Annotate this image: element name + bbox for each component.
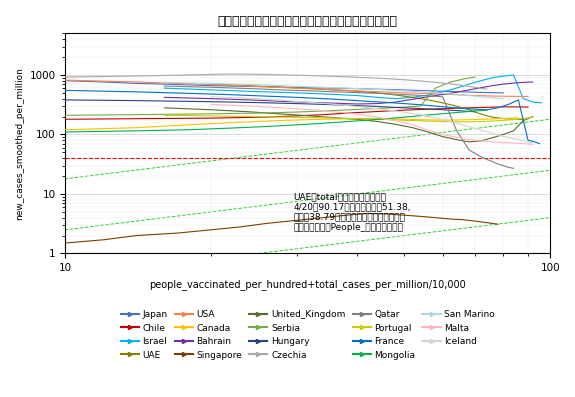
Text: UAEはtotalに変更されましたが
4/20に90.17の内訳が１回目51.38,
２回目38.79と報告され直されています。
今回はこの比でPeople_と: UAEはtotalに変更されましたが 4/20に90.17の内訳が１回目51.3… [293, 192, 411, 232]
X-axis label: people_vaccinated_per_hundred+total_cases_per_million/10,000: people_vaccinated_per_hundred+total_case… [150, 279, 466, 290]
Title: ワクチン部分接種率＋累積感染者数と人口比感染者数: ワクチン部分接種率＋累積感染者数と人口比感染者数 [218, 15, 398, 28]
Legend: Japan, Chile, Israel, UAE, USA, Canada, Bahrain, Singapore, United_Kingdom, Serb: Japan, Chile, Israel, UAE, USA, Canada, … [117, 306, 499, 363]
Y-axis label: new_cases_smoothed_per_million: new_cases_smoothed_per_million [15, 67, 24, 220]
